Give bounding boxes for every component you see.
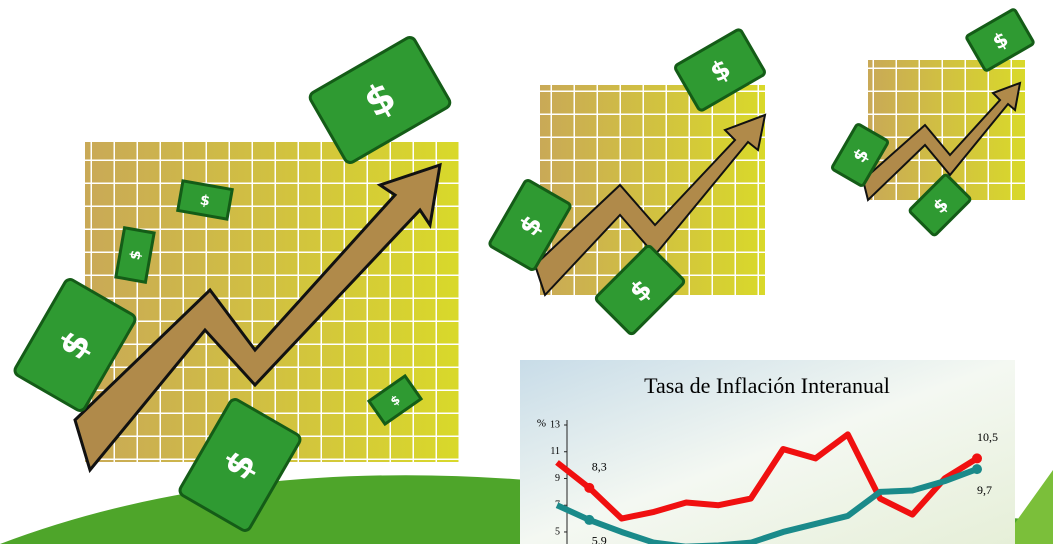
- plot: [555, 431, 982, 544]
- series-line: [555, 466, 979, 544]
- series-line: [555, 431, 979, 522]
- y-tick-label: 9: [555, 473, 560, 484]
- data-label: 8,3: [592, 460, 607, 474]
- y-tick-label: 13: [550, 419, 560, 430]
- svg-text:$: $: [127, 249, 144, 261]
- chart-panel: [520, 360, 1015, 544]
- data-label: 5,9: [592, 534, 607, 544]
- svg-text:$: $: [199, 192, 211, 209]
- chart-title: Tasa de Inflación Interanual: [644, 373, 890, 398]
- point: [584, 514, 595, 525]
- y-tick-label: 11: [550, 446, 560, 457]
- point: [972, 453, 982, 464]
- point: [584, 482, 595, 493]
- decoration: $ $ $ $ $ $ $ $ $ $ $ $: [0, 8, 1053, 544]
- data-label: 10,5: [977, 430, 998, 444]
- y-unit: %: [537, 418, 546, 430]
- y-tick-label: 5: [555, 526, 560, 537]
- data-label: 9,7: [977, 483, 992, 497]
- point: [972, 464, 982, 475]
